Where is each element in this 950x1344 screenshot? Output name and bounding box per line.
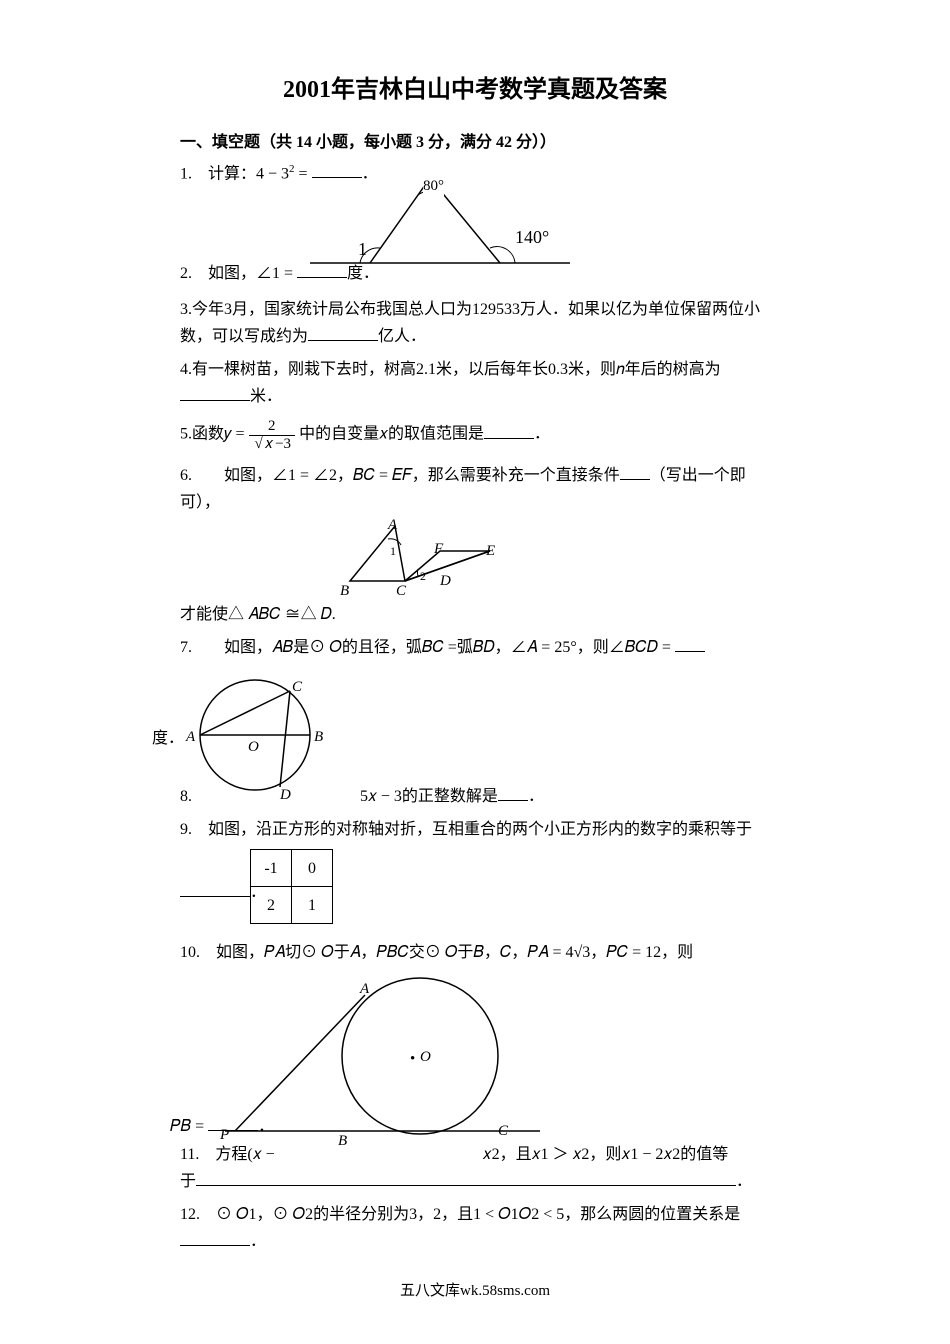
q2-angle-top: 80° xyxy=(423,174,444,200)
q7-label-A: A xyxy=(186,725,195,751)
q4-blank xyxy=(180,384,250,401)
q2-angle-right: 140° xyxy=(515,222,549,253)
q12-tail: ． xyxy=(250,1233,266,1250)
q10-pre: 10. 如图，𝑃𝐴切 xyxy=(180,944,301,961)
q3-b-post: 亿人． xyxy=(378,328,426,345)
q6-label-2: 2 xyxy=(420,566,426,586)
q12-blank xyxy=(180,1229,250,1246)
q11-mid: 𝑥2，且𝑥1 ＞ 𝑥2，则𝑥1 − 2𝑥2的值等 xyxy=(483,1146,729,1163)
q11-pre: 11. 方程(𝑥 − xyxy=(180,1146,275,1163)
q7-arc1-pre: 弧 xyxy=(406,639,422,656)
question-9: 9. 如图，沿正方形的对称轴对折，互相重合的两个小正方形内的数字的乘积等于 -1… xyxy=(180,816,770,933)
grid-cell-b: 0 xyxy=(292,850,333,887)
q10-blank xyxy=(208,1114,258,1131)
q5-denominator: 𝑥−3 xyxy=(249,436,296,453)
q10-b-pre: 𝑃𝐵 = xyxy=(170,1118,208,1135)
question-10: 10. 如图，𝑃𝐴切⊙ 𝑂于𝐴，𝑃𝐵𝐶交⊙ 𝑂于𝐵，𝐶，𝑃𝐴 = 4√3，𝑃𝐶 … xyxy=(180,939,770,1140)
q10-dot: • xyxy=(410,1047,415,1073)
q8-body: 5𝑥 − 3的正整数解是 xyxy=(360,788,498,805)
q11-blank xyxy=(196,1169,736,1186)
q11-b-tail: ． xyxy=(736,1173,752,1190)
q2-label-1: 1 xyxy=(358,234,367,265)
q10-b-tail: ． xyxy=(258,1118,274,1135)
q8-tail: ． xyxy=(528,788,544,805)
grid-cell-d: 1 xyxy=(292,887,333,924)
q10-mid1: ⊙ 𝑂于𝐴，𝑃𝐵𝐶交⊙ 𝑂于𝐵，𝐶 xyxy=(301,944,511,961)
q7-b: 度． xyxy=(152,725,184,752)
question-4: 4.有一棵树苗，刚栽下去时，树高2.1米，以后每年长0.3米，则𝑛年后的树高为 … xyxy=(180,356,770,410)
q5-numerator: 2 xyxy=(249,418,296,436)
q5-tail: ． xyxy=(534,426,550,443)
q9-text: 9. 如图，沿正方形的对称轴对折，互相重合的两个小正方形内的数字的乘积等于 xyxy=(180,816,770,843)
q6-label-B: B xyxy=(340,579,349,605)
question-8: 8. 5𝑥 − 3的正整数解是 ． xyxy=(180,783,770,810)
q10-mid2: ，𝑃𝐴 = 4√3，𝑃𝐶 = 12，则 xyxy=(511,944,693,961)
q6-label-F: F xyxy=(434,537,443,563)
q9-blank xyxy=(180,880,250,897)
page-title: 2001年吉林白山中考数学真题及答案 xyxy=(180,70,770,111)
q3-blank xyxy=(308,324,378,341)
q6-c: 才能使△ 𝐴𝐵𝐶 ≅△ 𝐷. xyxy=(180,601,770,628)
q4-post: 米． xyxy=(250,388,282,405)
section-heading: 一、填空题（共 14 小题，每小题 3 分，满分 42 分）） xyxy=(180,129,770,156)
q7-label-C: C xyxy=(292,675,302,701)
q7-mid: ，∠𝐴 = 25°，则∠𝐵𝐶𝐷 = xyxy=(495,639,675,656)
q5-fraction: 2 𝑥−3 xyxy=(249,418,296,452)
q9-tail: ． xyxy=(250,884,266,901)
q5-radicand: 𝑥 xyxy=(263,435,275,452)
q7-blank xyxy=(675,635,705,652)
q5-den-tail: −3 xyxy=(275,436,291,452)
q5-blank xyxy=(484,422,534,439)
q7-figure xyxy=(180,665,350,795)
q6-label-C: C xyxy=(396,579,406,605)
q3-b-pre: 数，可以写成约为 xyxy=(180,328,308,345)
q6-label-1: 1 xyxy=(390,541,396,561)
page-footer: 五八文库wk.58sms.com xyxy=(0,1279,950,1305)
q5-pre: 5.函数𝑦 = xyxy=(180,426,249,443)
question-6: 6. 如图，∠1 = ∠2，𝐵𝐶 = 𝐸𝐹，那么需要补充一个直接条件 （写出一个即… xyxy=(180,462,770,628)
q8-pre: 8. xyxy=(180,788,192,805)
q6-label-A: A xyxy=(388,513,397,539)
question-3: 3.今年3月，国家统计局公布我国总人口为129533万人．如果以亿为单位保留两位… xyxy=(180,296,770,350)
q8-blank xyxy=(498,784,528,801)
q7-arc1: 𝐵𝐶 xyxy=(422,639,444,656)
page: 2001年吉林白山中考数学真题及答案 一、填空题（共 14 小题，每小题 3 分… xyxy=(0,0,950,1344)
q6-b: 可）， xyxy=(180,489,770,516)
q7-label-B: B xyxy=(314,725,323,751)
q10-label-A: A xyxy=(360,977,369,1003)
q4-line-a: 4.有一棵树苗，刚栽下去时，树高2.1米，以后每年长0.3米，则𝑛年后的树高为 xyxy=(180,356,770,383)
q10-label-O: O xyxy=(420,1045,431,1071)
q2-pre: 2. 如图，∠1 = xyxy=(180,265,297,282)
q7-arc2-pre: 弧 xyxy=(457,639,473,656)
q6-blank xyxy=(620,463,650,480)
q7-arc2: 𝐵𝐷 xyxy=(473,639,495,656)
question-12: 12. ⊙ 𝑂1，⊙ 𝑂2的半径分别为3，2，且1 < 𝑂1𝑂2 < 5，那么两… xyxy=(180,1201,770,1255)
q6-label-D: D xyxy=(440,569,451,595)
q6-a-post: （写出一个即 xyxy=(650,467,746,484)
q7-eq: = xyxy=(444,639,457,656)
q12-a: 12. ⊙ 𝑂1，⊙ 𝑂2的半径分别为3，2，且1 < 𝑂1𝑂2 < 5，那么两… xyxy=(180,1201,770,1228)
q6-label-E: E xyxy=(486,539,495,565)
question-7: 7. 如图，𝐴𝐵是⊙ 𝑂的且径，弧𝐵𝐶 =弧𝐵𝐷，∠𝐴 = 25°，则∠𝐵𝐶𝐷 … xyxy=(180,634,770,795)
q1-text-post: = xyxy=(295,165,312,182)
q11-b-pre: 于 xyxy=(180,1173,196,1190)
q5-mid: 中的自变量𝑥的取值范围是 xyxy=(299,426,484,443)
q7-pre: 7. 如图，𝐴𝐵是⊙ 𝑂的且径， xyxy=(180,639,406,656)
q1-text-pre: 1. 计算：4 − 3 xyxy=(180,165,289,182)
q6-a: 6. 如图，∠1 = ∠2，𝐵𝐶 = 𝐸𝐹，那么需要补充一个直接条件 xyxy=(180,467,620,484)
question-11: 11. 方程(𝑥 − 𝑥2，且𝑥1 ＞ 𝑥2，则𝑥1 − 2𝑥2的值等 于 ． xyxy=(180,1141,770,1195)
question-5: 5.函数𝑦 = 2 𝑥−3 中的自变量𝑥的取值范围是 ． xyxy=(180,418,770,452)
q7-label-O: O xyxy=(248,735,259,761)
q5-sqrt: 𝑥 xyxy=(253,436,276,453)
q3-line-a: 3.今年3月，国家统计局公布我国总人口为129533万人．如果以亿为单位保留两位… xyxy=(180,296,770,323)
question-2: 1 80° 140° 2. 如图，∠1 = 度． xyxy=(180,194,770,290)
